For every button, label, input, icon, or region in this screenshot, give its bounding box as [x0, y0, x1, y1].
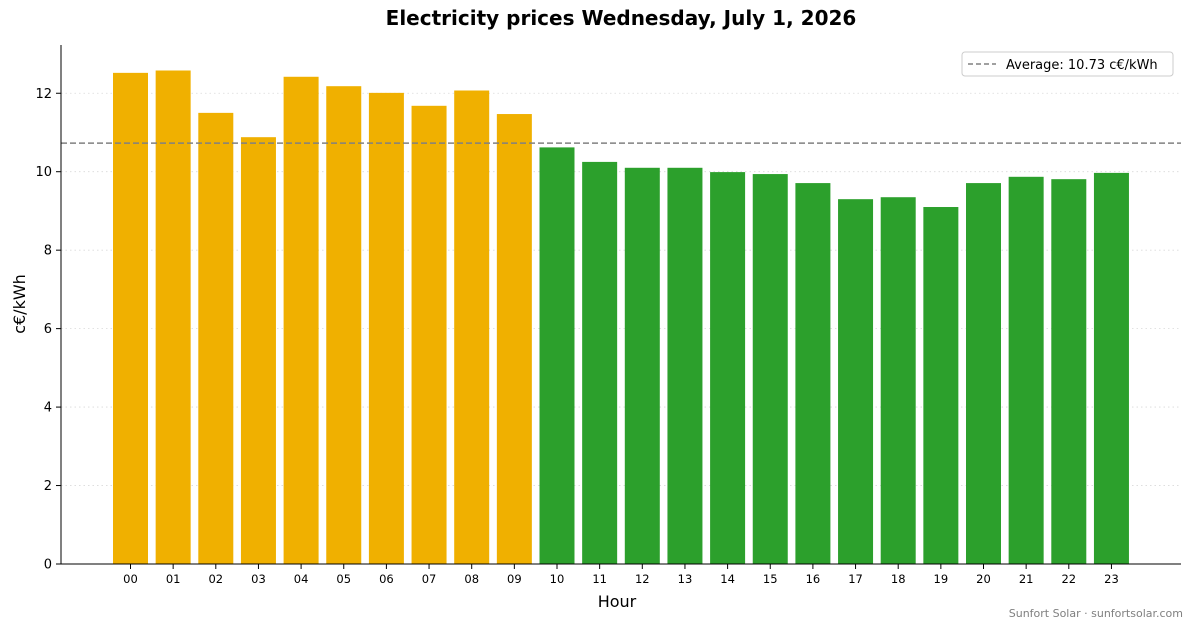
x-tick-label: 19 [934, 572, 949, 586]
y-tick-label: 2 [44, 479, 52, 494]
bars [113, 70, 1129, 565]
legend: Average: 10.73 c€/kWh [961, 51, 1174, 77]
bar-hour-19 [923, 207, 959, 564]
bar-hour-07 [411, 105, 447, 564]
x-tick-label: 04 [294, 572, 309, 586]
y-ticks: 0 2 4 6 8 10 12 [35, 87, 61, 573]
x-tick-label: 00 [123, 572, 138, 586]
bar-hour-15 [752, 174, 788, 565]
y-tick-label: 10 [35, 165, 52, 180]
x-tick-label: 12 [635, 572, 650, 586]
bar-hour-22 [1051, 179, 1087, 564]
y-tick-label: 12 [35, 87, 52, 102]
bar-hour-09 [496, 114, 532, 564]
y-tick-label: 0 [44, 558, 52, 573]
bar-hour-20 [966, 183, 1001, 564]
bar-hour-06 [368, 92, 404, 565]
x-tick-label: 08 [464, 572, 479, 586]
x-tick-label: 10 [550, 572, 565, 586]
x-tick-label: 22 [1061, 572, 1076, 586]
bar-hour-23 [1093, 172, 1129, 564]
x-tick-label: 20 [976, 572, 991, 586]
bar-hour-17 [838, 199, 874, 564]
legend-average-label: Average: 10.73 c€/kWh [1006, 58, 1158, 73]
y-tick-label: 4 [44, 401, 52, 416]
axes [60, 45, 1181, 565]
bar-hour-21 [1008, 176, 1044, 565]
bar-hour-00 [113, 72, 148, 565]
bar-hour-16 [795, 183, 831, 564]
x-tick-label: 03 [251, 572, 266, 586]
x-tick-label: 21 [1019, 572, 1034, 586]
bar-hour-05 [326, 86, 362, 564]
y-tick-label: 8 [44, 244, 52, 259]
x-tick-label: 14 [720, 572, 735, 586]
x-tick-label: 09 [507, 572, 522, 586]
bar-hour-02 [198, 112, 234, 564]
bar-hour-10 [539, 147, 575, 564]
x-axis-label: Hour [598, 592, 637, 611]
bar-hour-18 [880, 197, 916, 564]
bar-hour-12 [624, 167, 660, 564]
x-ticks: 00 01 02 03 04 05 06 07 08 09 10 11 12 13 14 15 16 17 18 19… [123, 564, 1119, 586]
bar-hour-03 [240, 137, 276, 564]
bar-hour-08 [454, 90, 490, 564]
bar-hour-01 [155, 70, 191, 564]
bar-hour-04 [283, 76, 319, 564]
x-tick-label: 23 [1104, 572, 1119, 586]
bar-hour-13 [667, 167, 703, 564]
x-tick-label: 16 [806, 572, 821, 586]
y-axis-label: c€/kWh [10, 274, 29, 334]
y-tick-label: 6 [44, 322, 52, 337]
x-tick-label: 11 [592, 572, 607, 586]
x-tick-label: 18 [891, 572, 906, 586]
bar-hour-14 [710, 172, 746, 564]
legend-box [961, 51, 1174, 77]
x-tick-label: 06 [379, 572, 394, 586]
footer-credit: Sunfort Solar · sunfortsolar.com [1009, 607, 1183, 620]
x-tick-label: 05 [336, 572, 351, 586]
x-tick-label: 17 [848, 572, 863, 586]
bar-hour-11 [582, 161, 618, 564]
x-tick-label: 02 [208, 572, 223, 586]
x-tick-label: 15 [763, 572, 778, 586]
x-tick-label: 01 [166, 572, 181, 586]
x-tick-label: 13 [678, 572, 693, 586]
chart-title: Electricity prices Wednesday, July 1, 20… [386, 6, 857, 30]
x-tick-label: 07 [422, 572, 437, 586]
